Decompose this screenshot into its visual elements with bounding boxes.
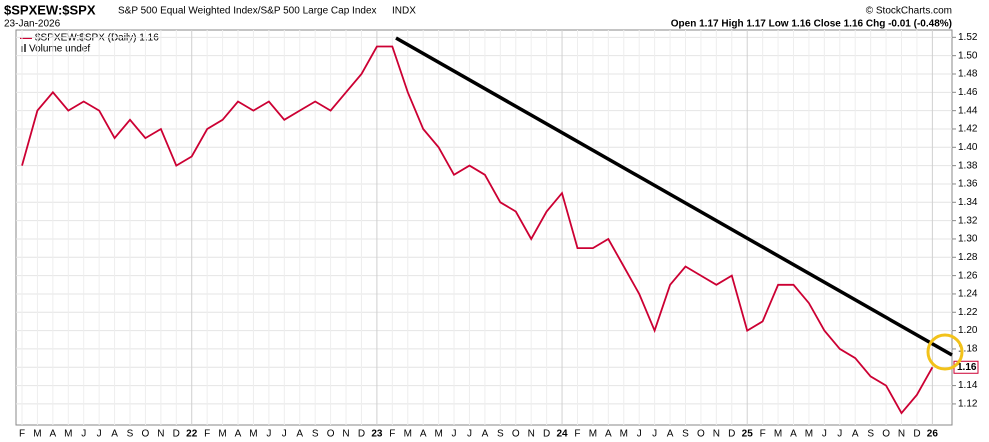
x-tick-label: S: [312, 429, 319, 440]
volume-icon: [24, 44, 26, 52]
x-tick-label: J: [282, 429, 287, 440]
x-tick-label: J: [452, 429, 457, 440]
x-tick-label: S: [497, 429, 504, 440]
plot-layer: 1.12 1.14 1.16 1.18 1.20 1.22 1.24 1.26 1.28 1.30…: [16, 30, 979, 440]
legend-label: $SPXEW:$SPX (Daily) 1.16: [35, 33, 159, 44]
quote: Open 1.17 High 1.17 Low 1.16 Close 1.16 …: [671, 19, 952, 30]
x-tick-label: M: [404, 429, 412, 440]
x-tick-label: 22: [186, 429, 198, 440]
x-tick-label: F: [204, 429, 210, 440]
y-tick-label: 1.36: [958, 179, 978, 190]
y-tick-label: 1.44: [958, 105, 978, 116]
x-tick-label: J: [837, 429, 842, 440]
x-tick-label: O: [697, 429, 705, 440]
x-tick-label: A: [296, 429, 303, 440]
x-tick-label: M: [64, 429, 72, 440]
x-tick-label: N: [528, 429, 535, 440]
y-tick-label: 1.18: [958, 344, 978, 355]
y-tick-label: 1.50: [958, 50, 978, 61]
x-tick-label: N: [713, 429, 720, 440]
x-tick-label: M: [589, 429, 597, 440]
x-tick-label: F: [19, 429, 25, 440]
x-tick-label: J: [97, 429, 102, 440]
x-tick-label: A: [420, 429, 427, 440]
x-tick-label: J: [266, 429, 271, 440]
x-tick-label: N: [157, 429, 164, 440]
x-tick-label: O: [327, 429, 335, 440]
x-tick-label: A: [50, 429, 57, 440]
x-tick-label: A: [667, 429, 674, 440]
x-tick-label: N: [898, 429, 905, 440]
x-tick-label: F: [760, 429, 766, 440]
x-tick-label: O: [512, 429, 520, 440]
date: 23-Jan-2026: [4, 19, 61, 30]
x-tick-label: S: [867, 429, 874, 440]
credit: © StockCharts.com: [866, 6, 952, 17]
plot-border: [15, 29, 953, 426]
y-tick-label: 1.46: [958, 87, 978, 98]
trend-line: [395, 36, 953, 357]
x-tick-label: F: [389, 429, 395, 440]
y-tick-label: 1.30: [958, 234, 978, 245]
y-tick-label: 1.22: [958, 307, 978, 318]
chart-title: S&P 500 Equal Weighted Index/S&P 500 Lar…: [118, 6, 377, 17]
x-tick-label: A: [235, 429, 242, 440]
y-tick-label: 1.32: [958, 215, 978, 226]
x-tick-label: J: [467, 429, 472, 440]
volume-label: Volume undef: [29, 44, 90, 55]
x-tick-label: D: [728, 429, 735, 440]
x-tick-label: A: [482, 429, 489, 440]
y-tick-label: 1.38: [958, 160, 978, 171]
y-tick-label: 1.52: [958, 32, 978, 43]
x-tick-label: D: [913, 429, 920, 440]
y-tick-label: 1.20: [958, 325, 978, 336]
x-tick-label: F: [574, 429, 580, 440]
price-line: [21, 45, 934, 415]
x-tick-label: A: [605, 429, 612, 440]
symbol: $SPXEW:$SPX: [4, 2, 96, 17]
x-tick-label: J: [81, 429, 86, 440]
y-tick-label: 1.26: [958, 270, 978, 281]
y-tick-label: 1.40: [958, 142, 978, 153]
x-tick-label: 24: [556, 429, 568, 440]
x-tick-label: J: [652, 429, 657, 440]
y-tick-label: 1.48: [958, 69, 978, 80]
highlight-circle: [926, 333, 964, 371]
exchange: INDX: [392, 6, 416, 17]
x-tick-label: S: [682, 429, 689, 440]
x-tick-label: A: [111, 429, 118, 440]
x-tick-label: A: [852, 429, 859, 440]
x-tick-label: M: [774, 429, 782, 440]
x-tick-label: M: [620, 429, 628, 440]
x-tick-label: J: [637, 429, 642, 440]
y-tick-label: 1.28: [958, 252, 978, 263]
x-tick-label: D: [358, 429, 365, 440]
x-tick-label: M: [218, 429, 226, 440]
x-tick-label: M: [33, 429, 41, 440]
x-tick-label: M: [805, 429, 813, 440]
last-value-label: 1.16: [957, 362, 977, 373]
y-tick-label: 1.24: [958, 289, 978, 300]
y-tick-label: 1.12: [958, 399, 978, 410]
y-tick-label: 1.42: [958, 124, 978, 135]
x-tick-label: 25: [742, 429, 754, 440]
x-tick-label: M: [249, 429, 257, 440]
x-tick-label: O: [142, 429, 150, 440]
x-tick-label: O: [882, 429, 890, 440]
x-tick-label: D: [173, 429, 180, 440]
x-tick-label: S: [127, 429, 134, 440]
y-tick-label: 1.34: [958, 197, 978, 208]
x-tick-label: J: [822, 429, 827, 440]
x-tick-label: A: [790, 429, 797, 440]
x-tick-label: 26: [927, 429, 939, 440]
y-tick-label: 1.14: [958, 380, 978, 391]
x-tick-label: M: [434, 429, 442, 440]
x-tick-label: D: [543, 429, 550, 440]
x-tick-label: 23: [371, 429, 383, 440]
x-tick-label: N: [342, 429, 349, 440]
